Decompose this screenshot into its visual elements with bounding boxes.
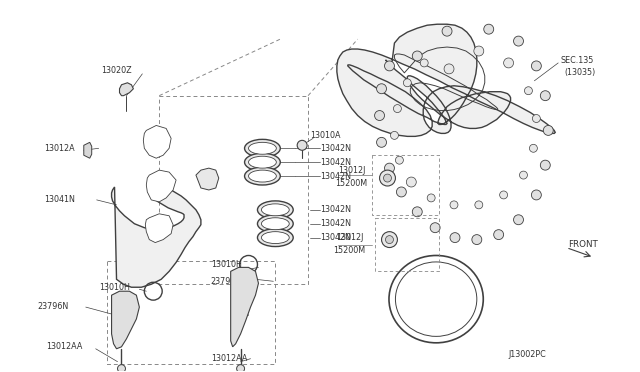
Text: 13012J: 13012J — [336, 233, 364, 242]
Ellipse shape — [389, 256, 483, 343]
Text: (13035): (13035) — [564, 68, 595, 77]
Text: SEC.135: SEC.135 — [560, 57, 593, 65]
Circle shape — [500, 191, 508, 199]
Circle shape — [385, 235, 394, 244]
Polygon shape — [145, 214, 173, 243]
Circle shape — [297, 140, 307, 150]
Circle shape — [540, 91, 550, 101]
Text: 15200M: 15200M — [333, 246, 365, 255]
Circle shape — [412, 51, 422, 61]
Circle shape — [396, 187, 406, 197]
Circle shape — [430, 223, 440, 232]
Text: 13012AA: 13012AA — [46, 342, 83, 351]
Circle shape — [376, 137, 387, 147]
Circle shape — [475, 201, 483, 209]
Circle shape — [412, 207, 422, 217]
Circle shape — [529, 144, 538, 152]
Ellipse shape — [262, 218, 289, 230]
Ellipse shape — [257, 215, 293, 232]
Circle shape — [376, 84, 387, 94]
Circle shape — [396, 156, 403, 164]
Circle shape — [513, 215, 524, 225]
Text: 15200M: 15200M — [335, 179, 367, 187]
Polygon shape — [120, 83, 133, 96]
Text: 13041N: 13041N — [44, 195, 75, 204]
Circle shape — [237, 365, 244, 372]
Polygon shape — [111, 291, 140, 349]
Ellipse shape — [262, 232, 289, 244]
Circle shape — [381, 232, 397, 247]
Ellipse shape — [257, 229, 293, 247]
Circle shape — [513, 36, 524, 46]
Circle shape — [406, 177, 416, 187]
Circle shape — [380, 170, 396, 186]
Text: 13010H: 13010H — [211, 260, 242, 269]
Circle shape — [531, 61, 541, 71]
Circle shape — [450, 232, 460, 243]
Circle shape — [385, 61, 394, 71]
Circle shape — [472, 235, 482, 244]
Ellipse shape — [262, 204, 289, 216]
Circle shape — [390, 131, 399, 140]
Polygon shape — [143, 125, 171, 158]
Ellipse shape — [248, 156, 276, 168]
Circle shape — [531, 190, 541, 200]
Text: 13012A: 13012A — [44, 144, 75, 153]
Circle shape — [474, 46, 484, 56]
Ellipse shape — [244, 153, 280, 171]
Circle shape — [427, 194, 435, 202]
Text: J13002PC: J13002PC — [509, 350, 547, 359]
Polygon shape — [147, 170, 176, 202]
Polygon shape — [196, 168, 219, 190]
Circle shape — [540, 160, 550, 170]
Text: 13012J: 13012J — [338, 166, 365, 174]
Ellipse shape — [248, 170, 276, 182]
Text: 13042N: 13042N — [320, 205, 351, 214]
Text: 13042N: 13042N — [320, 144, 351, 153]
Text: 13042N: 13042N — [320, 233, 351, 242]
Text: 13042N: 13042N — [320, 219, 351, 228]
Circle shape — [484, 24, 493, 34]
Text: 23796N: 23796N — [211, 277, 242, 286]
Circle shape — [543, 125, 553, 135]
Circle shape — [493, 230, 504, 240]
Circle shape — [118, 365, 125, 372]
Ellipse shape — [396, 262, 477, 336]
Circle shape — [520, 171, 527, 179]
Ellipse shape — [248, 142, 276, 154]
Ellipse shape — [244, 140, 280, 157]
Text: 13020Z: 13020Z — [102, 66, 132, 76]
Circle shape — [385, 163, 394, 173]
Circle shape — [374, 110, 385, 121]
Circle shape — [450, 201, 458, 209]
Circle shape — [394, 105, 401, 113]
Polygon shape — [84, 142, 92, 158]
Text: 13010A: 13010A — [310, 131, 340, 140]
Circle shape — [403, 79, 412, 87]
Text: 13042N: 13042N — [320, 171, 351, 180]
Text: 13010H: 13010H — [99, 283, 129, 292]
Text: 13012AA: 13012AA — [211, 354, 247, 363]
Polygon shape — [337, 24, 556, 137]
Polygon shape — [230, 267, 259, 347]
Circle shape — [524, 87, 532, 95]
Circle shape — [532, 115, 540, 122]
Ellipse shape — [257, 201, 293, 219]
Circle shape — [442, 26, 452, 36]
Ellipse shape — [244, 167, 280, 185]
Text: 23796N: 23796N — [37, 302, 68, 311]
Text: FRONT: FRONT — [568, 240, 598, 249]
Text: 13042N: 13042N — [320, 158, 351, 167]
Circle shape — [504, 58, 513, 68]
Circle shape — [383, 174, 392, 182]
Circle shape — [444, 64, 454, 74]
Circle shape — [420, 59, 428, 67]
Polygon shape — [111, 184, 201, 287]
